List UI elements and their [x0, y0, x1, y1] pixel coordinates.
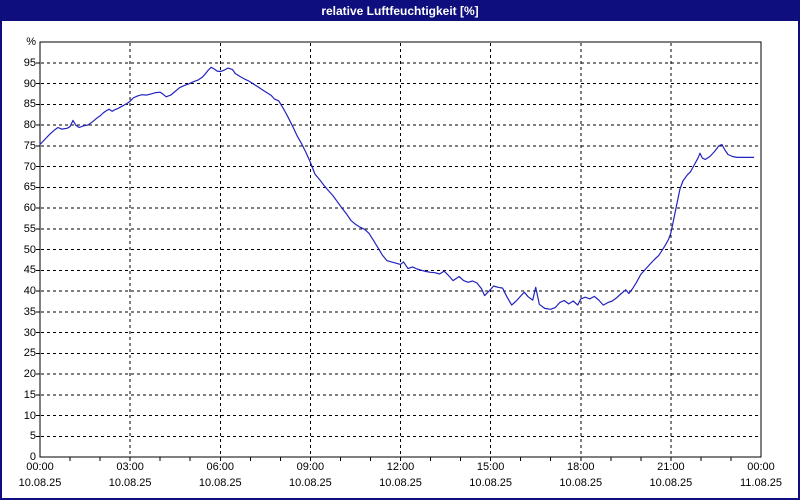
y-tick-label: 20	[23, 368, 36, 380]
y-tick-label: 60	[23, 202, 36, 214]
x-tick-time-label: 15:00	[476, 461, 505, 473]
y-tick-label: 15	[23, 388, 36, 401]
window-titlebar: relative Luftfeuchtigkeit [%]	[0, 0, 800, 21]
x-tick-date-label: 10.08.25	[18, 477, 62, 489]
y-tick-label: 70	[23, 160, 36, 173]
y-tick-label: 0	[29, 451, 36, 463]
window-border-left	[0, 21, 2, 500]
y-axis-unit-label: %	[26, 36, 36, 48]
x-tick-time-label: 18:00	[566, 461, 595, 473]
y-tick-label: 90	[23, 77, 36, 90]
window-border-bottom	[0, 498, 800, 500]
plot-border	[39, 41, 762, 458]
y-tick-label: 55	[23, 222, 36, 235]
x-tick-date-label: 10.08.25	[198, 477, 242, 489]
x-tick-date-label: 10.08.25	[559, 477, 603, 489]
y-tick-label: 35	[23, 305, 36, 318]
y-tick-label: 80	[23, 119, 36, 131]
x-tick-time-label: 03:00	[116, 461, 144, 473]
y-tick-label: 65	[23, 181, 36, 194]
x-tick-time-label: 12:00	[386, 461, 415, 473]
x-tick-date-label: 10.08.25	[379, 477, 422, 489]
y-tick-label: 45	[23, 264, 36, 277]
humidity-series-line	[39, 66, 755, 310]
x-tick-date-label: 10.08.25	[108, 477, 152, 489]
y-tick-label: 40	[23, 285, 36, 297]
y-tick-label: 85	[23, 98, 36, 111]
y-tick-label: 50	[23, 243, 36, 256]
humidity-line-chart	[36, 41, 762, 461]
y-tick-label: 30	[23, 326, 36, 339]
x-tick-date-label: 10.08.25	[288, 477, 332, 489]
window-border-right	[798, 21, 800, 500]
y-tick-label: 10	[23, 409, 36, 422]
x-tick-time-label: 00:00	[26, 461, 54, 473]
x-tick-time-label: 09:00	[296, 461, 325, 473]
y-tick-label: 5	[29, 430, 36, 443]
x-tick-date-label: 11.08.25	[739, 477, 782, 489]
x-tick-date-label: 10.08.25	[469, 477, 513, 489]
window-title: relative Luftfeuchtigkeit [%]	[321, 3, 479, 18]
y-tick-label: 75	[23, 139, 36, 152]
x-tick-date-label: 10.08.25	[649, 477, 693, 489]
x-tick-time-label: 00:00	[747, 461, 775, 473]
y-tick-label: 25	[23, 347, 36, 360]
x-tick-time-label: 21:00	[657, 461, 685, 473]
y-tick-label: 95	[23, 56, 36, 69]
x-tick-time-label: 06:00	[206, 461, 235, 473]
